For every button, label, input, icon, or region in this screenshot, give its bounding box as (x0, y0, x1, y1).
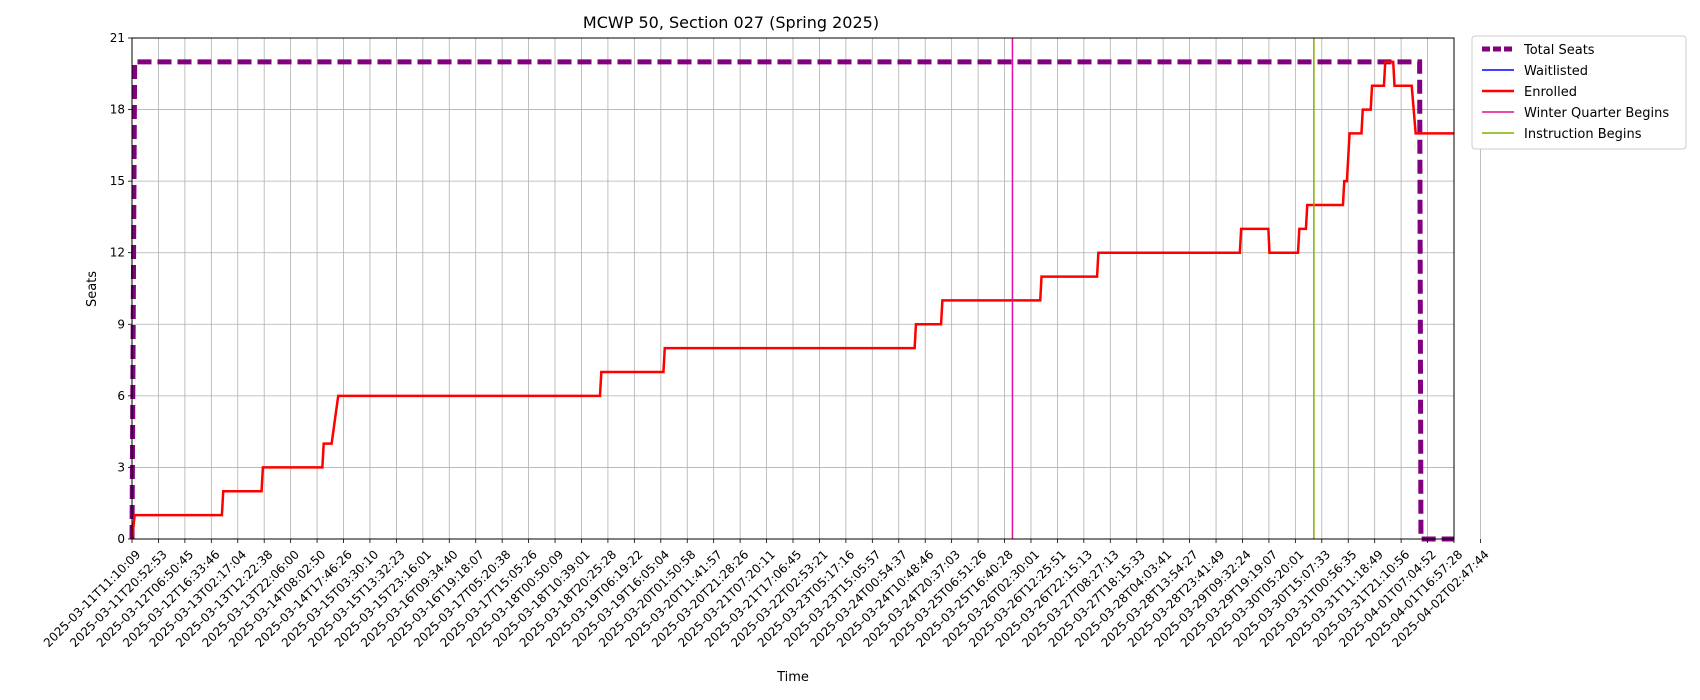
y-tick-label: 15 (110, 174, 125, 188)
legend: Total Seats Waitlisted Enrolled Winter Quar… (1471, 35, 1687, 150)
x-axis-ticks: 2025-03-11T11:10:092025-03-11T20:52:5320… (41, 539, 1492, 650)
y-tick-label: 6 (117, 389, 125, 403)
y-tick-label: 12 (110, 246, 125, 260)
y-axis-label: Seats (85, 271, 100, 307)
y-tick-label: 18 (110, 103, 125, 117)
grid (131, 37, 1481, 540)
enrolled-line (130, 60, 1454, 540)
legend-label: Total Seats (1523, 43, 1595, 58)
y-tick-label: 3 (117, 460, 125, 474)
y-axis-ticks: 0 3 6 9 12 15 18 21 (110, 31, 132, 546)
legend-box (1471, 35, 1687, 150)
legend-label: Enrolled (1524, 85, 1577, 100)
legend-label: Winter Quarter Begins (1524, 106, 1669, 121)
legend-label: Instruction Begins (1524, 127, 1642, 142)
chart-title: MCWP 50, Section 027 (Spring 2025) (583, 13, 879, 32)
y-tick-label: 0 (117, 532, 125, 546)
legend-label: Waitlisted (1524, 64, 1588, 79)
y-tick-label: 21 (110, 31, 125, 45)
y-tick-label: 9 (117, 317, 125, 331)
x-axis-label: Time (776, 670, 809, 685)
